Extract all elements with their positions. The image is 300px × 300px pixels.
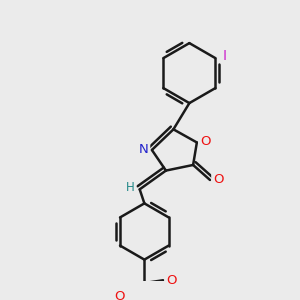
Text: O: O (166, 274, 177, 287)
Text: O: O (213, 173, 224, 187)
Text: N: N (139, 142, 148, 155)
Text: O: O (114, 290, 124, 300)
Text: I: I (223, 49, 227, 63)
Text: H: H (126, 181, 135, 194)
Text: O: O (200, 135, 211, 148)
